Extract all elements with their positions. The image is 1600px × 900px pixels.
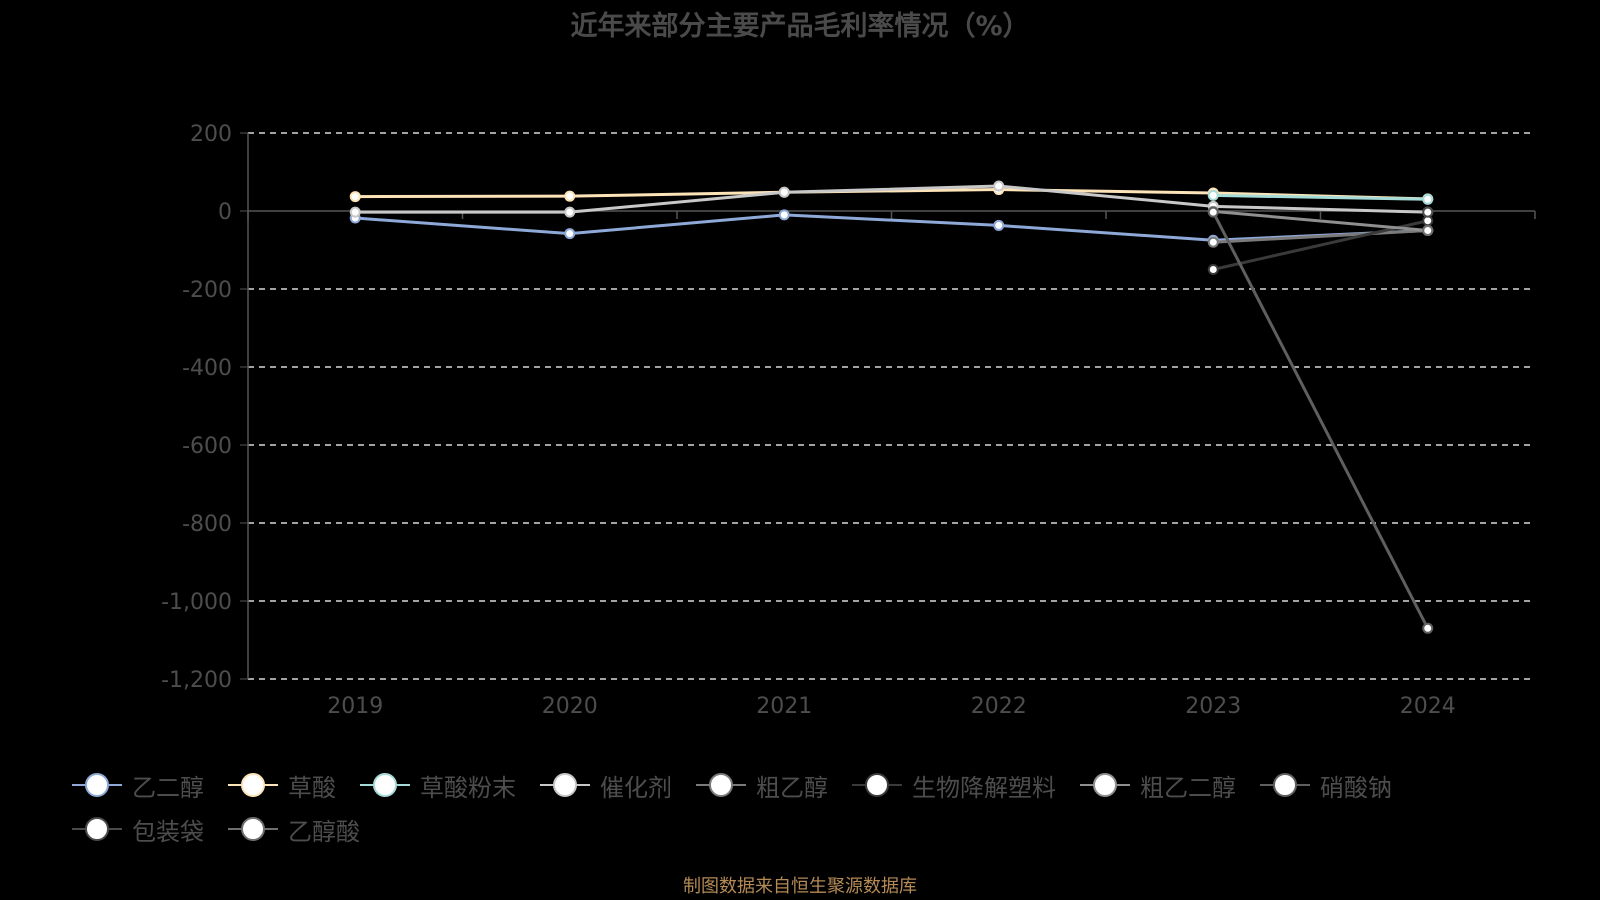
data-point: [1422, 206, 1434, 218]
legend-item[interactable]: 包装袋: [72, 816, 204, 846]
axes: [240, 132, 1536, 680]
y-tick-label: -1,200: [161, 668, 232, 693]
legend-marker: [360, 772, 410, 798]
data-point: [993, 219, 1005, 231]
x-tick-label: 2021: [756, 694, 812, 719]
data-point: [1207, 206, 1219, 218]
data-point: [778, 186, 790, 198]
data-point: [564, 190, 576, 202]
legend-label: 乙醇酸: [288, 817, 360, 846]
legend-marker: [228, 772, 278, 798]
y-tick-label: 200: [190, 122, 232, 147]
data-point: [1422, 193, 1434, 205]
legend-item[interactable]: 生物降解塑料: [852, 772, 1056, 802]
legend-item[interactable]: 乙醇酸: [228, 816, 360, 846]
legend-marker: [72, 772, 122, 798]
legend-label: 草酸粉末: [420, 773, 516, 802]
y-tick-label: -800: [182, 512, 232, 537]
legend-marker: [228, 816, 278, 842]
y-tick-label: -600: [182, 434, 232, 459]
series-包装袋: [1422, 206, 1434, 218]
legend-marker: [696, 772, 746, 798]
legend-label: 硝酸钠: [1320, 773, 1392, 802]
data-point: [993, 180, 1005, 192]
chart-title: 近年来部分主要产品毛利率情况（%）: [570, 11, 1030, 42]
legend-item[interactable]: 草酸粉末: [360, 772, 516, 802]
y-tick-labels: 200 0 -200 -400 -600 -800 -1,000 -1,200: [161, 122, 232, 693]
data-point: [349, 191, 361, 203]
legend-label: 乙二醇: [132, 773, 204, 802]
series-line: [1213, 229, 1428, 244]
legend-marker: [540, 772, 590, 798]
series-line: [1213, 209, 1428, 232]
series-line: [355, 213, 1428, 242]
series-line: [355, 188, 1428, 201]
series-line: [355, 184, 1428, 214]
legend-item[interactable]: 硝酸钠: [1260, 772, 1392, 802]
legend-marker: [72, 816, 122, 842]
series-line: [1212, 219, 1429, 271]
data-point: [1207, 236, 1219, 248]
data-point: [1207, 264, 1219, 275]
series-硝酸钠: [1207, 206, 1434, 634]
x-tick-label: 2022: [971, 694, 1027, 719]
y-tick-label: 0: [218, 200, 232, 225]
legend-item[interactable]: 粗乙二醇: [1080, 772, 1236, 802]
legend-marker: [852, 772, 902, 798]
legend-label: 粗乙醇: [756, 773, 828, 802]
data-point: [349, 206, 361, 218]
series-lines: [349, 180, 1434, 634]
legend-label: 草酸: [288, 773, 336, 802]
data-point: [1207, 189, 1219, 201]
x-tick-label: 2020: [542, 694, 598, 719]
data-point: [564, 228, 576, 240]
grid-lines: [248, 132, 1535, 680]
legend-label: 催化剂: [600, 773, 672, 802]
series-line: [1211, 211, 1430, 629]
data-point: [1422, 225, 1434, 236]
x-tick-label: 2023: [1185, 694, 1241, 719]
legend-label: 粗乙二醇: [1140, 773, 1236, 802]
legend-item[interactable]: 草酸: [228, 772, 336, 802]
data-point: [1422, 622, 1434, 634]
series-草酸粉末: [1207, 189, 1434, 205]
source-note: 制图数据来自恒生聚源数据库: [683, 876, 917, 897]
legend-label: 包装袋: [132, 817, 204, 846]
data-point: [778, 209, 790, 221]
data-point: [564, 206, 576, 218]
series-乙醇酸: [1422, 225, 1434, 236]
series-line: [1213, 193, 1428, 201]
legend-item[interactable]: 乙二醇: [72, 772, 204, 802]
legend-item[interactable]: 粗乙醇: [696, 772, 828, 802]
x-tick-label: 2024: [1400, 694, 1456, 719]
y-tick-label: -400: [182, 356, 232, 381]
y-tick-label: -200: [182, 278, 232, 303]
x-tick-label: 2019: [327, 694, 383, 719]
y-tick-label: -1,000: [161, 590, 232, 615]
legend-marker: [1080, 772, 1130, 798]
legend-label: 生物降解塑料: [912, 773, 1056, 802]
x-tick-labels: 2019 2020 2021 2022 2023 2024: [327, 694, 1456, 719]
legend-marker: [1260, 772, 1310, 798]
legend-item[interactable]: 催化剂: [540, 772, 672, 802]
